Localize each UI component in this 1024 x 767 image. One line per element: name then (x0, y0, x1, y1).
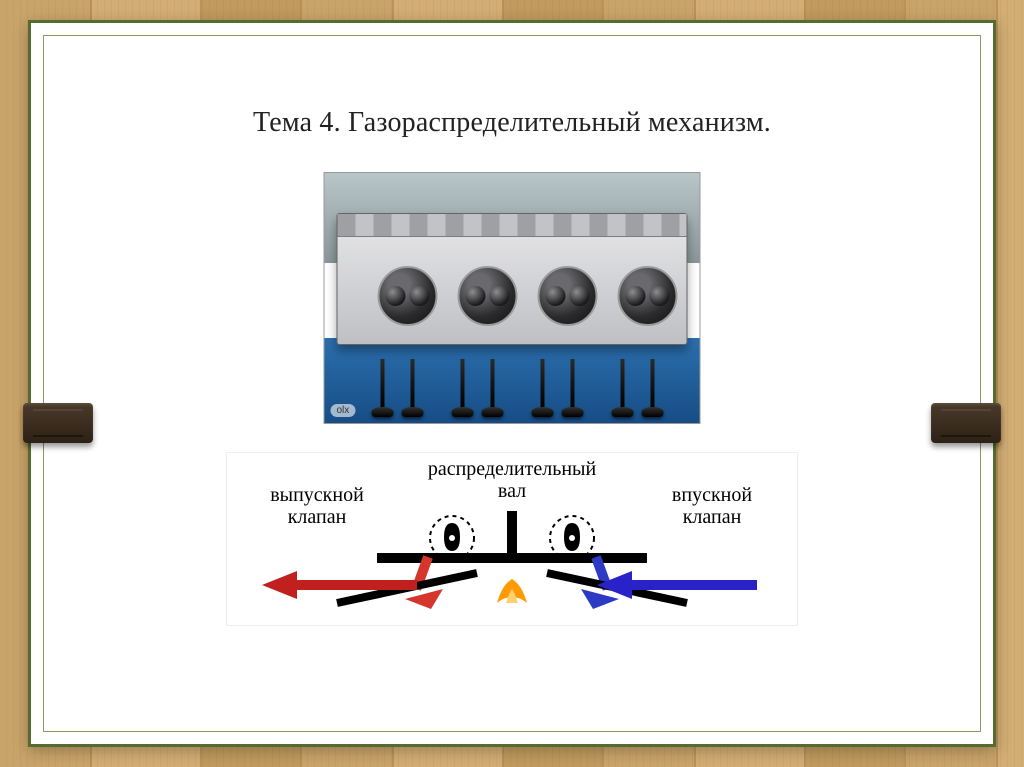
intake-arrow (597, 571, 757, 599)
camshaft-post (507, 511, 517, 559)
valve (457, 359, 469, 417)
combustion-chamber (538, 266, 598, 326)
frame-tab-left (23, 403, 93, 443)
combustion-chamber (458, 266, 518, 326)
camshaft-label-line1: распределительный (428, 458, 597, 480)
combustion-chamber (618, 266, 678, 326)
valve-diagram: выпускной клапан распределительный вал в… (227, 453, 797, 625)
valve (617, 359, 629, 417)
exhaust-label-line2: клапан (288, 506, 347, 528)
frame-tab-right (931, 403, 1001, 443)
valve (537, 359, 549, 417)
combustion-chamber (378, 266, 438, 326)
slide-title: Тема 4. Газораспределительный механизм. (31, 107, 993, 139)
valve (647, 359, 659, 417)
valve (487, 359, 499, 417)
photo-watermark: olx (331, 404, 356, 417)
slide-frame: Тема 4. Газораспределительный механизм. … (28, 20, 996, 747)
exhaust-label-line1: выпускной (270, 484, 364, 506)
camshaft-label-line2: вал (498, 480, 526, 502)
intake-label-line2: клапан (683, 506, 742, 528)
rocker-bar (377, 553, 647, 563)
cylinder-head (337, 213, 688, 345)
flame-icon (497, 579, 527, 603)
cylinder-head-photo: olx (325, 173, 700, 423)
valve (407, 359, 419, 417)
intake-label-line1: впускной (672, 484, 752, 506)
valve (377, 359, 389, 417)
valve (567, 359, 579, 417)
